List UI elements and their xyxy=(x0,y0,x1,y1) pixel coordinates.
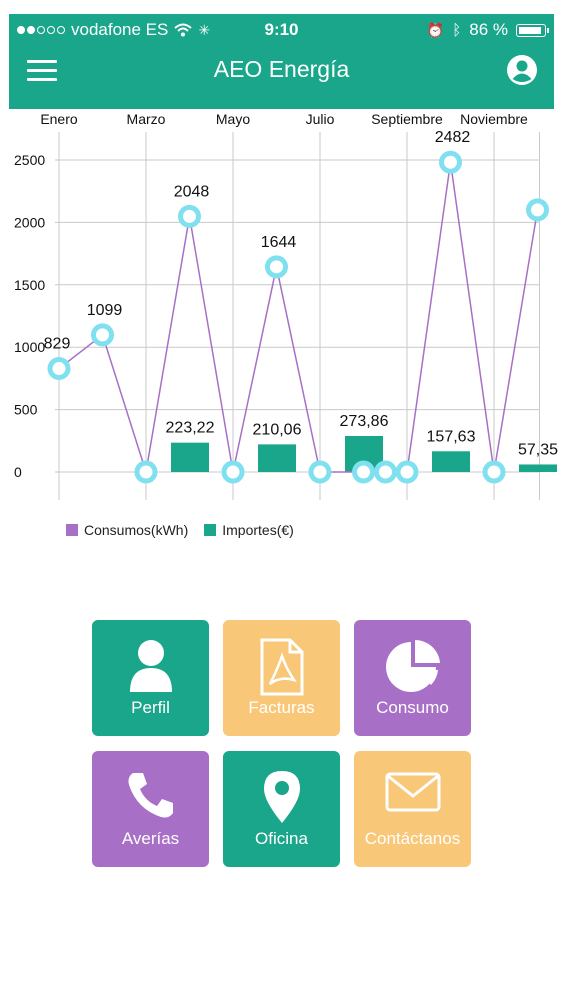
wifi-icon xyxy=(174,23,193,37)
data-point xyxy=(526,198,549,222)
data-point xyxy=(374,460,397,484)
app-header: vodafone ES ✳ 9:10 ⏰ ᛒ 86 % AEO Energía xyxy=(9,14,554,109)
bar-data-label: 57,35 xyxy=(518,441,558,458)
month-label: Marzo xyxy=(127,111,166,127)
line-data-label: 2048 xyxy=(174,183,210,200)
envelope-icon xyxy=(385,772,440,812)
status-right: ⏰ ᛒ 86 % xyxy=(426,20,549,40)
y-tick-label: 500 xyxy=(14,402,38,418)
tile-averias[interactable]: Averías xyxy=(92,751,209,867)
signal-strength-icon xyxy=(17,26,65,34)
user-circle-icon[interactable] xyxy=(506,54,538,86)
data-point xyxy=(47,357,71,381)
tile-oficina[interactable]: Oficina xyxy=(223,751,340,867)
status-time: 9:10 xyxy=(264,20,299,39)
y-tick-label: 2000 xyxy=(14,214,45,230)
tile-consumo-label: Consumo xyxy=(376,698,449,717)
carrier-info: vodafone ES ✳ xyxy=(17,20,210,40)
bar-data-label: 223,22 xyxy=(166,420,215,437)
line-data-label: 1644 xyxy=(261,234,297,251)
bar-data-label: 157,63 xyxy=(427,428,476,445)
chart-data-labels: 223,22 210,06 273,86 157,63 57,35 829 1099 2048… xyxy=(44,129,558,458)
battery-icon xyxy=(516,23,549,37)
legend-item-importes[interactable]: Importes(€) xyxy=(204,522,294,538)
data-point xyxy=(265,255,288,279)
chart-points xyxy=(47,150,549,484)
tile-contactanos-label: Contáctanos xyxy=(364,829,461,848)
bar-importe xyxy=(432,451,470,472)
y-tick-label: 2500 xyxy=(14,152,45,168)
tile-facturas[interactable]: Facturas xyxy=(223,620,340,736)
y-tick-label: 0 xyxy=(14,464,22,480)
bluetooth-icon: ᛒ xyxy=(452,21,462,39)
tile-averias-label: Averías xyxy=(121,829,180,848)
chart-month-labels: Enero Marzo Mayo Julio Septiembre Noviembre xyxy=(40,111,528,127)
status-bar: vodafone ES ✳ 9:10 ⏰ ᛒ 86 % xyxy=(9,14,554,46)
tile-facturas-label: Facturas xyxy=(248,698,315,717)
user-icon xyxy=(129,640,172,692)
tile-contactanos[interactable]: Contáctanos xyxy=(354,751,471,867)
tile-consumo[interactable]: Consumo xyxy=(354,620,471,736)
page-title: AEO Energía xyxy=(213,56,350,82)
alarm-icon: ⏰ xyxy=(426,21,445,38)
data-point xyxy=(178,204,201,228)
line-data-label: 1099 xyxy=(87,302,123,319)
bar-importe xyxy=(258,444,296,472)
data-point xyxy=(308,460,332,484)
pie-chart-icon xyxy=(385,639,440,692)
month-label: Julio xyxy=(306,111,335,127)
location-pin-icon xyxy=(263,771,300,823)
data-point xyxy=(91,323,114,347)
hamburger-menu-icon[interactable] xyxy=(27,60,57,82)
tile-perfil-label: Perfil xyxy=(131,698,170,717)
data-point xyxy=(395,460,419,484)
y-tick-label: 1000 xyxy=(14,339,45,355)
legend-item-consumos[interactable]: Consumos(kWh) xyxy=(66,522,188,538)
tile-perfil[interactable]: Perfil xyxy=(92,620,209,736)
y-tick-label: 1500 xyxy=(14,277,45,293)
month-label: Mayo xyxy=(216,111,250,127)
data-point xyxy=(439,150,462,174)
data-point xyxy=(221,460,245,484)
legend-swatch-consumos xyxy=(66,524,78,536)
chart-line xyxy=(58,162,539,473)
bar-importe xyxy=(519,464,557,472)
data-point xyxy=(134,460,158,484)
data-point xyxy=(352,460,375,484)
consumption-chart: Enero Marzo Mayo Julio Septiembre Noviembre 2… xyxy=(14,111,558,500)
month-label: Enero xyxy=(40,111,78,127)
month-label: Noviembre xyxy=(460,111,528,127)
pdf-document-icon xyxy=(260,638,303,696)
tile-oficina-label: Oficina xyxy=(255,829,308,848)
line-consumos xyxy=(58,162,539,473)
month-label: Septiembre xyxy=(371,111,443,127)
bar-data-label: 273,86 xyxy=(340,413,389,430)
legend-label-consumos: Consumos(kWh) xyxy=(84,522,189,538)
carrier-name: vodafone ES xyxy=(71,20,169,39)
legend-swatch-importes xyxy=(204,524,217,536)
legend-label-importes: Importes(€) xyxy=(222,522,294,538)
line-data-label: 829 xyxy=(44,336,71,353)
phone-icon xyxy=(128,773,173,818)
battery-percent: 86 % xyxy=(469,20,508,39)
bar-importe xyxy=(171,442,209,472)
chart-legend: Consumos(kWh) Importes(€) xyxy=(66,522,294,538)
nav-bar: AEO Energía xyxy=(9,46,554,109)
line-data-label: 2482 xyxy=(435,129,471,146)
activity-spinner-icon: ✳ xyxy=(198,21,211,38)
chart-y-axis-labels: 2500 2000 1500 1000 500 0 xyxy=(14,152,45,480)
data-point xyxy=(482,460,506,484)
bar-data-label: 210,06 xyxy=(253,421,302,438)
